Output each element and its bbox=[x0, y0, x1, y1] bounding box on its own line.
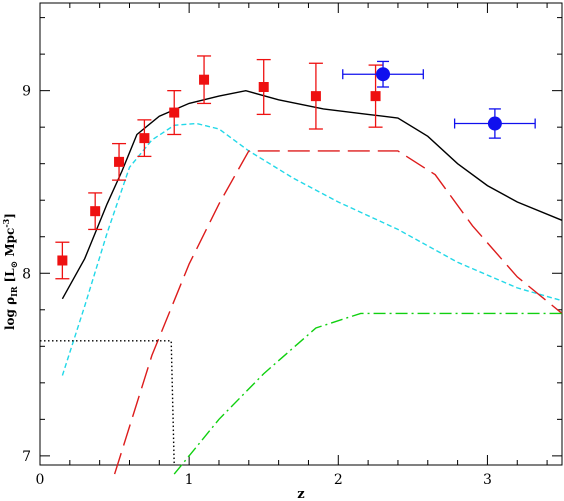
y-label-exponent: -3 bbox=[1, 218, 11, 227]
y-label-units-tail: Mpc bbox=[3, 228, 17, 261]
y-tick-label: 7 bbox=[22, 449, 31, 465]
red-point-marker bbox=[370, 91, 381, 102]
y-tick-labels: 7 8 9 bbox=[22, 84, 31, 465]
blue-point-marker bbox=[376, 67, 391, 82]
model-curves bbox=[40, 89, 563, 475]
x-tick-label: 0 bbox=[36, 472, 45, 488]
y-label-close: ] bbox=[3, 213, 17, 219]
x-tick-label: 2 bbox=[334, 472, 343, 488]
curve-dotted bbox=[40, 340, 175, 466]
x-axis-label: z bbox=[297, 487, 304, 501]
x-tick-labels: 0 1 2 3 bbox=[36, 472, 492, 488]
curve-longdash bbox=[113, 150, 563, 475]
axis-ticks bbox=[39, 3, 562, 465]
y-label-sun-symbol: ⊙ bbox=[10, 261, 20, 269]
y-label-main: log ρ bbox=[3, 297, 17, 330]
red-point-marker bbox=[258, 82, 269, 92]
x-tick-label: 3 bbox=[483, 472, 492, 488]
red-point-marker bbox=[139, 133, 150, 144]
red-point-marker bbox=[57, 255, 68, 266]
curve-dashdot bbox=[173, 312, 562, 475]
x-tick-label: 1 bbox=[185, 472, 194, 488]
red-point-marker bbox=[169, 107, 180, 118]
curve-solid bbox=[61, 89, 563, 300]
y-tick-label: 9 bbox=[22, 84, 31, 100]
y-tick-label: 8 bbox=[22, 266, 31, 282]
y-label-subscript: IR bbox=[9, 286, 19, 297]
red-data-points bbox=[55, 55, 383, 280]
y-axis-label: log ρIR [L⊙ Mpc-3] bbox=[1, 213, 20, 330]
red-point-marker bbox=[114, 156, 125, 167]
blue-point-marker bbox=[487, 116, 502, 131]
curve-dashed bbox=[61, 122, 563, 376]
plot-frame bbox=[39, 2, 563, 466]
blue-data-points bbox=[342, 60, 536, 139]
red-point-marker bbox=[310, 91, 321, 102]
y-label-units: [L bbox=[3, 268, 17, 283]
red-point-marker bbox=[90, 206, 101, 217]
red-point-marker bbox=[199, 74, 210, 85]
